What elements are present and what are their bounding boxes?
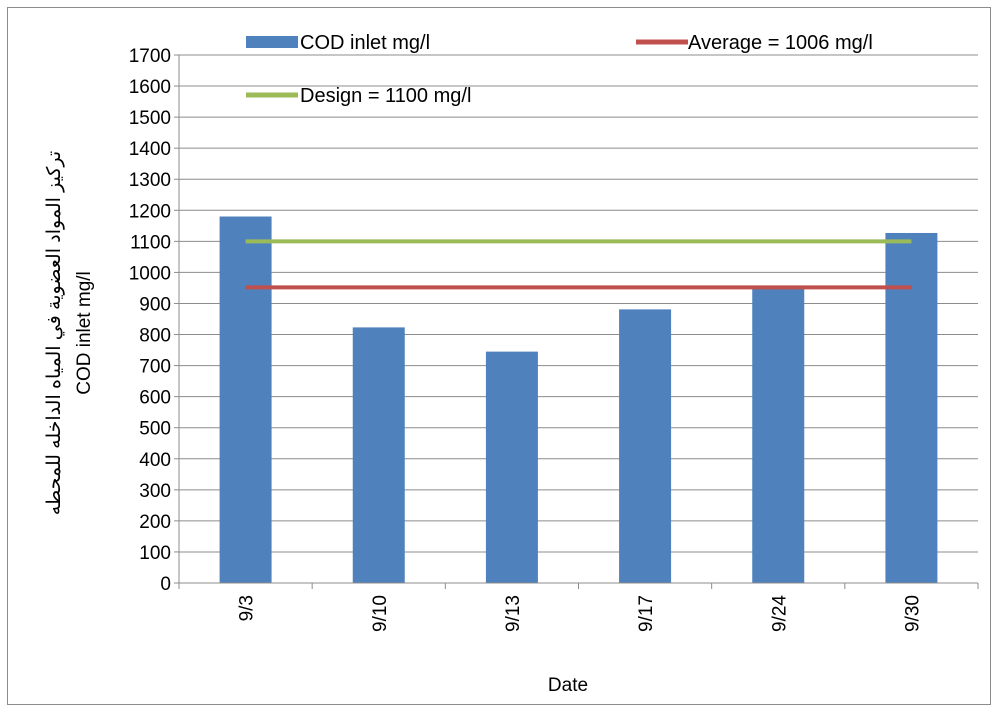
y-tick-label: 500 bbox=[139, 419, 171, 440]
legend-label-average: Average = 1006 mg/l bbox=[688, 32, 873, 54]
bars bbox=[219, 216, 938, 584]
y-tick-label: 1300 bbox=[129, 170, 171, 191]
y-tick-label: 900 bbox=[139, 294, 171, 315]
bar bbox=[219, 216, 272, 583]
y-tick-label: 1200 bbox=[129, 201, 171, 222]
y-axis-title: COD inlet mg/l bbox=[74, 271, 95, 395]
x-axis-title: Date bbox=[548, 675, 588, 696]
x-tick-labels: 9/3 9/10 9/13 9/17 9/24 9/30 bbox=[237, 595, 924, 632]
y-tick-label: 600 bbox=[139, 388, 171, 409]
y-tick-label: 300 bbox=[139, 481, 171, 502]
y-tick-label: 1000 bbox=[129, 263, 171, 284]
y-tick-label: 1600 bbox=[129, 77, 171, 98]
axes bbox=[174, 54, 979, 589]
y-tick-label: 1700 bbox=[129, 46, 171, 67]
legend-item-cod: COD inlet mg/l bbox=[246, 32, 430, 54]
legend-label-cod: COD inlet mg/l bbox=[300, 32, 430, 54]
legend-label-design: Design = 1100 mg/l bbox=[300, 85, 471, 107]
y-tick-label: 1400 bbox=[129, 139, 171, 160]
x-tick-label: 9/24 bbox=[769, 595, 790, 632]
bar bbox=[752, 286, 805, 583]
bar bbox=[619, 309, 672, 583]
legend-item-average: Average = 1006 mg/l bbox=[636, 32, 873, 54]
grid bbox=[179, 54, 978, 553]
y-tick-label: 0 bbox=[160, 574, 171, 595]
x-tick-label: 9/13 bbox=[503, 595, 524, 632]
y-tick-label: 200 bbox=[139, 512, 171, 533]
y-tick-label: 100 bbox=[139, 543, 171, 564]
reference-lines bbox=[245, 239, 912, 290]
y-tick-labels: 0 100 200 300 400 500 600 700 800 900 1000 1100 1200… bbox=[129, 46, 171, 595]
y-tick-label: 800 bbox=[139, 326, 171, 347]
bar bbox=[485, 351, 538, 583]
x-tick-label: 9/3 bbox=[237, 595, 258, 621]
bar bbox=[352, 327, 405, 583]
x-tick-label: 9/10 bbox=[370, 595, 391, 632]
y-tick-label: 1100 bbox=[130, 232, 171, 253]
x-tick-label: 9/17 bbox=[636, 595, 657, 632]
legend: COD inlet mg/l Average = 1006 mg/l Desig… bbox=[246, 32, 873, 107]
y-axis-title-arabic: تركيز المواد العضوية في المياه الداخله ل… bbox=[44, 151, 65, 515]
y-tick-label: 1500 bbox=[129, 108, 171, 129]
chart-frame: 0 100 200 300 400 500 600 700 800 900 1000 1100 1200… bbox=[7, 7, 991, 705]
legend-swatch-cod bbox=[246, 36, 298, 48]
y-tick-label: 700 bbox=[139, 357, 171, 378]
bar bbox=[885, 232, 938, 584]
x-tick-label: 9/30 bbox=[902, 595, 923, 632]
cod-chart: 0 100 200 300 400 500 600 700 800 900 1000 1100 1200… bbox=[44, 32, 979, 696]
legend-item-design: Design = 1100 mg/l bbox=[246, 85, 471, 107]
y-tick-label: 400 bbox=[139, 450, 171, 471]
